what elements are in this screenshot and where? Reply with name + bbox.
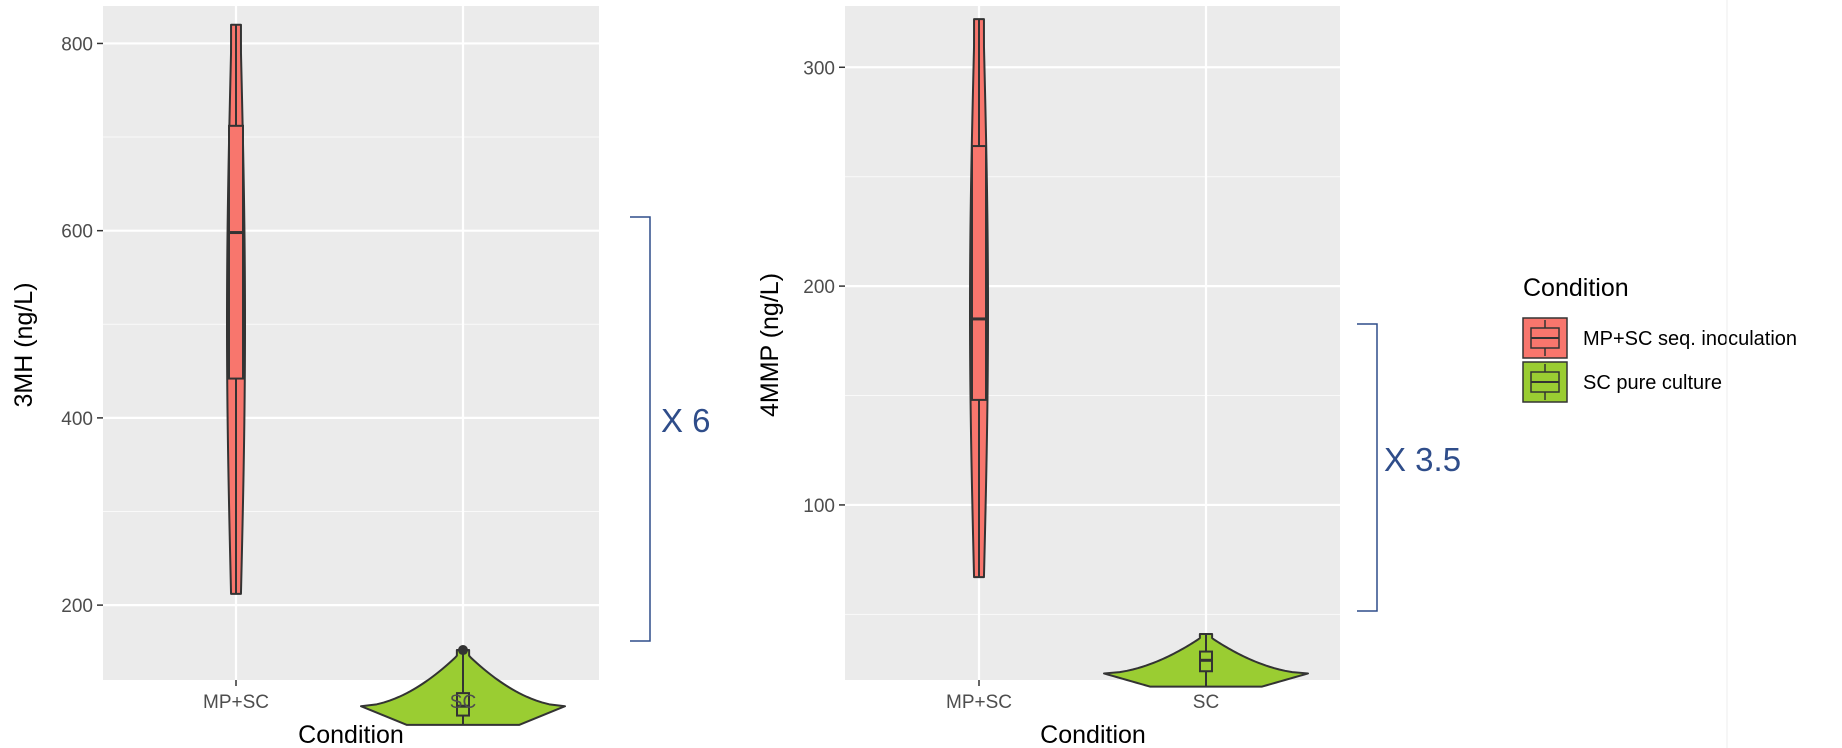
legend-label: SC pure culture [1583, 372, 1722, 394]
plot-background [103, 6, 599, 680]
legend-title: Condition [1523, 274, 1629, 302]
panel-3mh: 200 400 600 800 MP+SC SC 3MH (ng/L) Conditio… [10, 6, 711, 748]
box [456, 692, 470, 717]
fold-change-label: X 3.5 [1384, 441, 1461, 478]
y-axis-title: 4MMP (ng/L) [756, 273, 784, 417]
y-ticks: 200 400 600 800 [61, 34, 103, 617]
y-tick-label: 100 [803, 496, 835, 517]
x-tick-label: SC [1193, 692, 1219, 713]
y-tick-label: 400 [61, 409, 93, 430]
y-axis-title: 3MH (ng/L) [10, 282, 38, 407]
x-tick-label: MP+SC [203, 692, 269, 713]
y-tick-label: 600 [61, 222, 93, 243]
outlier-point [458, 645, 468, 656]
violins [226, 23, 566, 726]
x-tick-label: MP+SC [946, 692, 1012, 713]
fold-change-label: X 6 [661, 402, 711, 439]
y-tick-label: 200 [61, 596, 93, 617]
plot-background [845, 6, 1340, 680]
fold-bracket [630, 216, 651, 642]
fold-bracket [1357, 323, 1378, 612]
x-tick-label: SC [450, 692, 476, 713]
legend-label: MP+SC seq. inoculation [1583, 328, 1797, 350]
violins [969, 18, 1309, 688]
box [228, 124, 244, 380]
y-tick-label: 200 [803, 277, 835, 298]
legend-items: MP+SC seq. inoculation SC pure culture [1522, 317, 1797, 403]
y-tick-label: 800 [61, 34, 93, 55]
box [971, 145, 987, 401]
legend: Condition MP+SC seq. inoculation SC pure … [1522, 274, 1797, 403]
y-ticks: 100 200 300 [803, 58, 845, 517]
x-axis-title: Condition [298, 721, 404, 748]
gridlines [103, 6, 599, 680]
x-axis-title: Condition [1040, 721, 1146, 748]
x-ticks: MP+SC SC [946, 680, 1219, 713]
x-ticks: MP+SC SC [203, 680, 476, 713]
y-tick-label: 300 [803, 58, 835, 79]
